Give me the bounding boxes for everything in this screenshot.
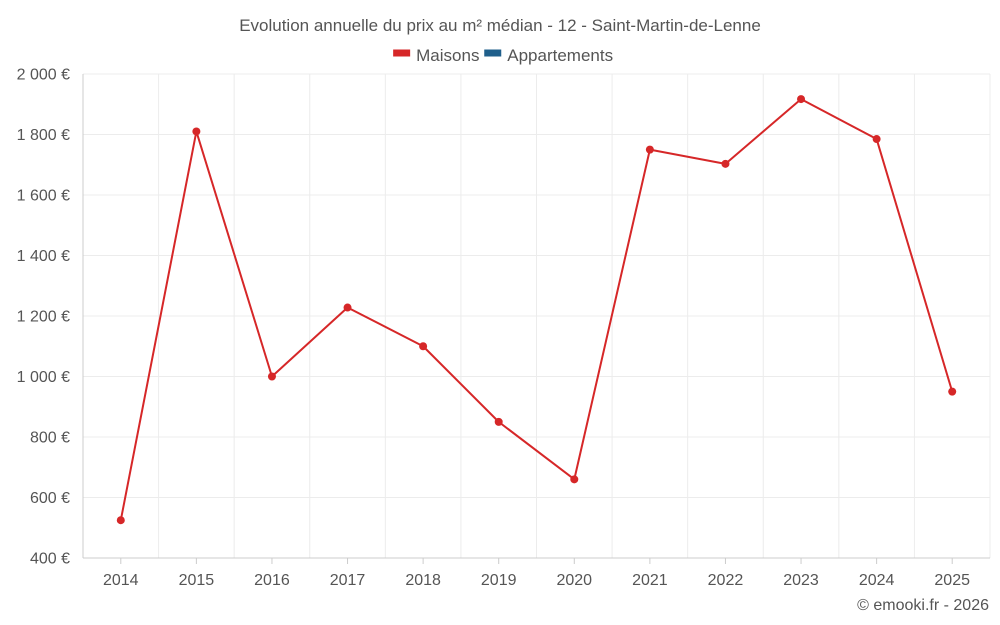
x-tick-label: 2014 <box>103 572 139 589</box>
legend-swatch <box>484 49 502 57</box>
data-point[interactable] <box>797 95 806 104</box>
data-point[interactable] <box>721 159 730 168</box>
y-tick-label: 400 € <box>30 551 70 568</box>
legend[interactable]: Maisons Appartements <box>393 46 613 65</box>
data-point[interactable] <box>645 145 654 154</box>
x-tick-label: 2016 <box>254 572 290 589</box>
legend-label: Maisons <box>416 46 479 65</box>
data-point[interactable] <box>494 417 503 426</box>
x-tick-label: 2024 <box>859 572 895 589</box>
y-tick-label: 2 000 € <box>17 67 70 84</box>
data-point[interactable] <box>872 135 881 144</box>
y-tick-label: 1 200 € <box>17 309 70 326</box>
data-point[interactable] <box>343 303 352 312</box>
data-point[interactable] <box>267 372 276 381</box>
x-tick-label: 2015 <box>179 572 215 589</box>
data-point[interactable] <box>948 387 957 396</box>
data-point[interactable] <box>116 516 125 525</box>
legend-item-maisons[interactable]: Maisons <box>393 46 479 65</box>
x-tick-label: 2017 <box>330 572 366 589</box>
x-tick-label: 2018 <box>405 572 441 589</box>
axes: 400 € 600 € 800 € 1 000 € 1 200 € 1 400 € 1 60… <box>17 67 990 589</box>
grid <box>83 73 991 558</box>
x-tick-label: 2022 <box>708 572 744 589</box>
data-point[interactable] <box>570 475 579 484</box>
y-tick-label: 1 600 € <box>17 188 70 205</box>
legend-swatch <box>393 49 411 57</box>
data-point[interactable] <box>192 127 201 136</box>
y-tick-label: 1 400 € <box>17 248 70 265</box>
x-tick-label: 2020 <box>556 572 592 589</box>
y-tick-label: 1 000 € <box>17 369 70 386</box>
y-tick-label: 800 € <box>30 430 70 447</box>
series-line-maisons <box>119 98 954 521</box>
credit: © emooki.fr - 2026 <box>857 597 989 614</box>
y-tick-label: 600 € <box>30 490 70 507</box>
legend-item-appartements[interactable]: Appartements <box>484 46 613 65</box>
x-tick-label: 2021 <box>632 572 668 589</box>
data-point[interactable] <box>419 342 428 351</box>
chart-title: Evolution annuelle du prix au m² médian … <box>239 16 761 35</box>
x-tick-label: 2019 <box>481 572 517 589</box>
x-tick-label: 2025 <box>934 572 970 589</box>
x-tick-label: 2023 <box>783 572 819 589</box>
series-layer <box>116 95 957 525</box>
legend-label: Appartements <box>507 46 613 65</box>
y-tick-label: 1 800 € <box>17 127 70 144</box>
